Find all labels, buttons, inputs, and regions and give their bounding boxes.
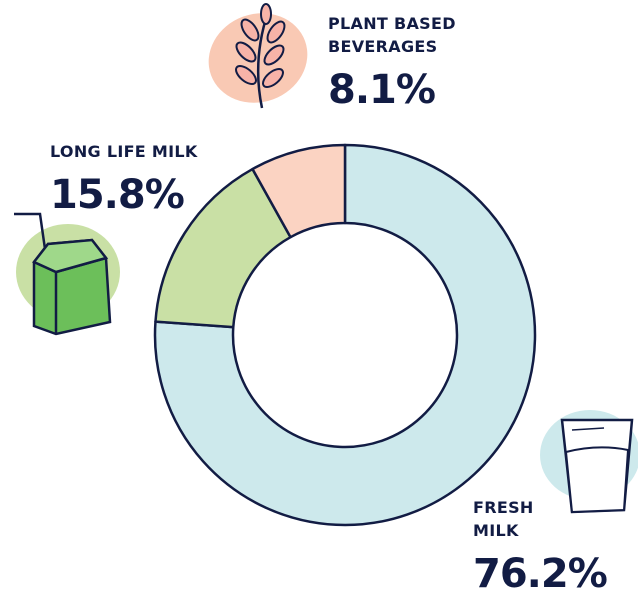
value-label: 8.1% (328, 67, 436, 113)
category-name: FRESH MILK (473, 498, 534, 540)
segment-label: PLANT BASED BEVERAGES 8.1% (328, 12, 488, 112)
category-name: LONG LIFE MILK (50, 142, 198, 161)
carton-icon (14, 212, 120, 336)
value-label: 76.2% (473, 551, 608, 597)
wheat-icon (208, 3, 308, 109)
segment-label: FRESH MILK 76.2% (473, 496, 608, 597)
segment-label: LONG LIFE MILK 15.8% (50, 140, 250, 217)
donut-segment (251, 143, 347, 239)
category-name: PLANT BASED BEVERAGES (328, 14, 456, 56)
glass-icon (540, 410, 638, 514)
value-label: 15.8% (50, 172, 185, 218)
donut-segment (153, 143, 537, 527)
